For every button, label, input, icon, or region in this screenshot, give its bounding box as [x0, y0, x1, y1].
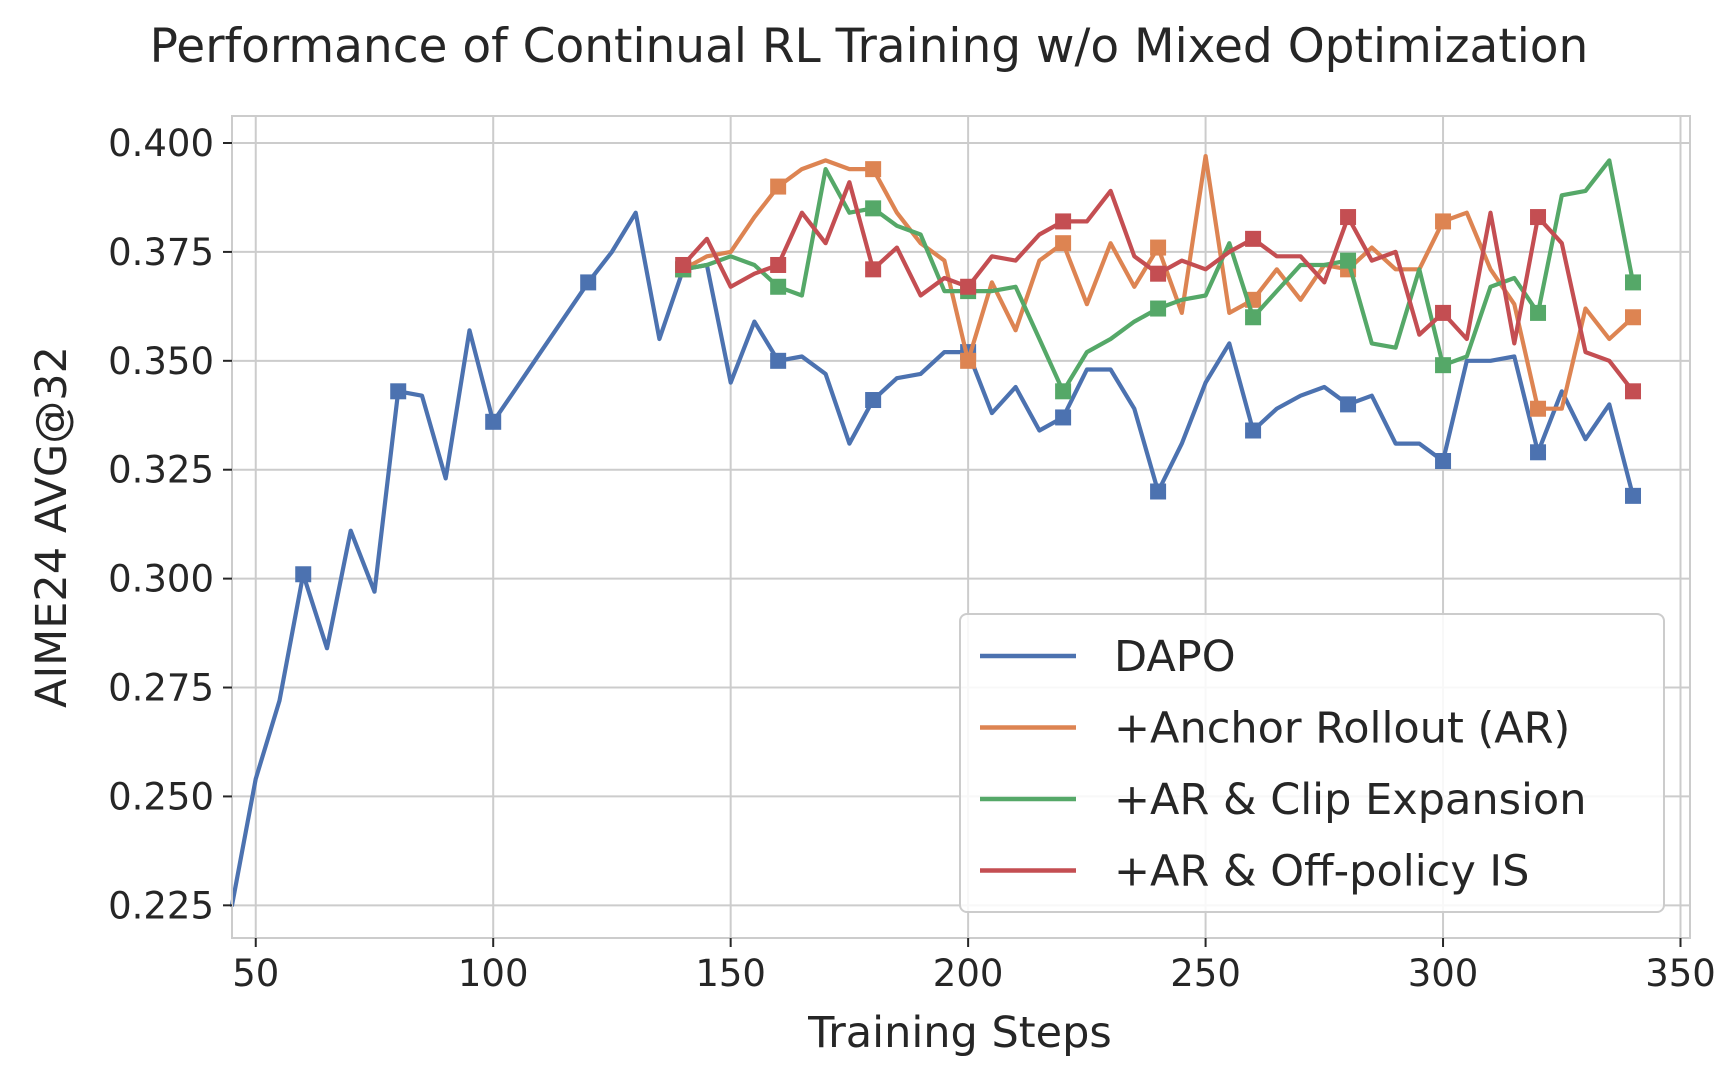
data-point-marker	[1435, 304, 1452, 321]
data-point-marker	[1625, 309, 1642, 326]
data-point-marker	[1055, 235, 1072, 252]
y-tick-label: 0.400	[108, 122, 214, 165]
data-point-marker	[1435, 213, 1452, 230]
y-tick-label: 0.350	[108, 340, 214, 383]
data-point-marker	[1150, 483, 1167, 500]
data-point-marker	[770, 278, 787, 295]
series-ar-off-policy-is	[675, 180, 1642, 400]
series-line	[681, 154, 1636, 411]
x-tick-label: 100	[458, 952, 529, 995]
data-point-marker	[1530, 444, 1547, 461]
data-point-marker	[580, 274, 597, 291]
chart-title: Performance of Continual RL Training w/o…	[150, 19, 1589, 74]
x-tick-label: 350	[1645, 952, 1716, 995]
data-point-marker	[1625, 487, 1642, 504]
legend-label: +AR & Off-policy IS	[1114, 847, 1529, 897]
y-tick-label: 0.375	[108, 231, 214, 274]
plot-series	[229, 154, 1642, 908]
data-point-marker	[770, 352, 787, 369]
data-point-marker	[770, 256, 787, 273]
data-point-marker	[1150, 265, 1167, 282]
data-point-marker	[295, 566, 312, 583]
y-axis-label: AIME24 AVG@32	[27, 346, 77, 708]
data-point-marker	[865, 261, 882, 278]
data-point-marker	[960, 278, 977, 295]
x-axis-label: Training Steps	[807, 1008, 1112, 1058]
data-point-marker	[1435, 453, 1452, 470]
plot-frame	[231, 115, 1691, 939]
data-point-marker	[865, 200, 882, 217]
data-point-marker	[1150, 300, 1167, 317]
x-tick-label: 200	[933, 952, 1004, 995]
legend-label: +Anchor Rollout (AR)	[1114, 704, 1570, 754]
data-point-marker	[675, 256, 692, 273]
data-point-marker	[1530, 304, 1547, 321]
legend-box	[959, 613, 1665, 913]
data-point-marker	[1245, 230, 1262, 247]
data-point-marker	[1055, 383, 1072, 400]
data-point-marker	[1625, 383, 1642, 400]
x-tick-label: 50	[232, 952, 279, 995]
data-point-marker	[1340, 209, 1357, 226]
data-point-marker	[1340, 396, 1357, 413]
data-point-marker	[1245, 422, 1262, 439]
data-point-marker	[1055, 213, 1072, 230]
data-point-marker	[1055, 409, 1072, 426]
y-tick-label: 0.225	[108, 884, 214, 927]
data-point-marker	[1340, 252, 1357, 269]
data-point-marker	[1150, 239, 1167, 256]
data-point-marker	[1245, 309, 1262, 326]
data-point-marker	[1530, 400, 1547, 417]
y-tick-label: 0.250	[108, 775, 214, 818]
legend-label: DAPO	[1114, 632, 1236, 682]
series-anchor-rollout-ar	[675, 154, 1642, 417]
data-point-marker	[1625, 274, 1642, 291]
data-point-marker	[1530, 209, 1547, 226]
y-tick-label: 0.300	[108, 558, 214, 601]
y-tick-label: 0.325	[108, 449, 214, 492]
series-line	[229, 210, 1636, 908]
axis-ticks: 50 100 150 200 250 300 350 0.225 0.250 0.275 0.300…	[108, 122, 1716, 995]
data-point-marker	[865, 161, 882, 178]
x-tick-label: 150	[695, 952, 766, 995]
data-point-marker	[865, 392, 882, 409]
data-point-marker	[770, 178, 787, 195]
data-point-marker	[485, 413, 502, 430]
legend: DAPO +Anchor Rollout (AR) +AR & Clip Expan…	[959, 613, 1665, 913]
x-tick-label: 300	[1408, 952, 1479, 995]
data-point-marker	[1435, 357, 1452, 374]
data-point-marker	[390, 383, 407, 400]
x-tick-label: 250	[1170, 952, 1241, 995]
legend-label: +AR & Clip Expansion	[1114, 775, 1587, 825]
data-point-marker	[960, 352, 977, 369]
y-tick-label: 0.275	[108, 667, 214, 710]
